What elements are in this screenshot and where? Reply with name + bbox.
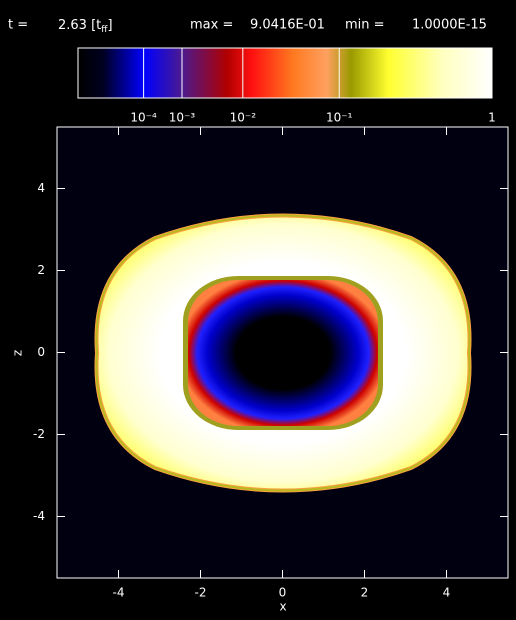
- colorbar-tick-label: 10⁻²: [230, 111, 257, 125]
- hole: [188, 280, 378, 426]
- y-tick-label: -4: [33, 509, 45, 523]
- x-tick-label: 0: [279, 586, 287, 600]
- unit-close: ]: [107, 18, 112, 33]
- y-tick-label: 4: [37, 181, 45, 195]
- min-value: 1.0000E-15: [412, 18, 487, 33]
- unit-open: [t: [91, 18, 101, 33]
- unit-sub: ff: [101, 25, 108, 35]
- time-value: 2.63: [58, 18, 87, 33]
- x-tick-label: -4: [113, 586, 125, 600]
- colorbar-tick-label: 10⁻³: [169, 111, 196, 125]
- y-tick-label: 2: [37, 263, 45, 277]
- ring-edge: [95, 214, 471, 492]
- x-axis-label: x: [279, 600, 286, 614]
- y-axis-label: z: [11, 350, 25, 356]
- time: 2.63 [tff]: [58, 18, 113, 35]
- x-tick-label: -2: [195, 586, 207, 600]
- max-value: 9.0416E-01: [250, 18, 325, 33]
- colorbar-tick-label: 10⁻⁴: [130, 111, 157, 125]
- y-tick-label: 0: [37, 345, 45, 359]
- x-tick-label: 4: [443, 586, 451, 600]
- colorbar: [77, 47, 493, 99]
- min-label: min =: [345, 18, 385, 33]
- x-tick-label: 2: [361, 586, 369, 600]
- colorbar-tick-label: 1: [488, 111, 496, 125]
- y-tick-label: -2: [33, 427, 45, 441]
- colorbar-tick-label: 10⁻¹: [326, 111, 353, 125]
- t-label: t =: [8, 18, 28, 33]
- max-label: max =: [190, 18, 233, 33]
